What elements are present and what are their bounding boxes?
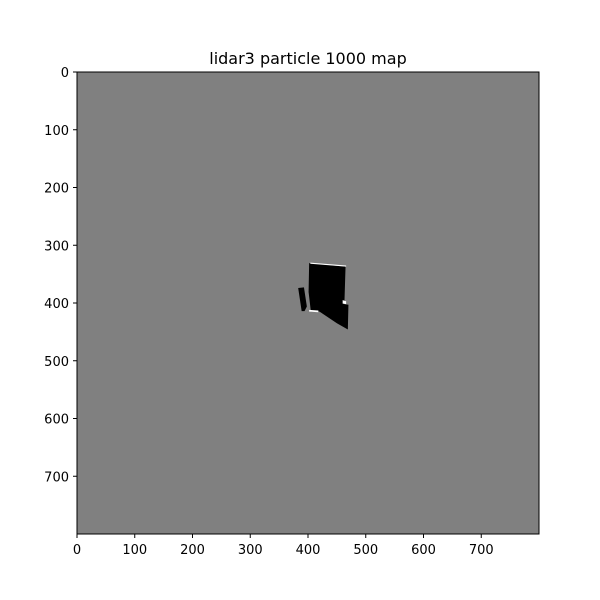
y-tick-label: 600 bbox=[44, 413, 69, 428]
occupied-block-main bbox=[308, 263, 349, 330]
y-tick-label: 400 bbox=[44, 297, 69, 312]
free-edge-bottom bbox=[309, 309, 319, 313]
x-tick-label: 100 bbox=[122, 543, 147, 558]
y-tick-label: 700 bbox=[44, 470, 69, 485]
x-tick-label: 0 bbox=[73, 543, 81, 558]
plot-area bbox=[76, 71, 540, 535]
x-tick-label: 700 bbox=[469, 543, 494, 558]
x-tick-label: 600 bbox=[411, 543, 436, 558]
y-tick-label: 500 bbox=[44, 355, 69, 370]
x-axis: 0 100 200 300 400 500 600 700 bbox=[73, 534, 494, 558]
y-tick-label: 100 bbox=[44, 124, 69, 139]
y-axis: 0 100 200 300 400 500 600 700 bbox=[44, 66, 77, 485]
occupied-block-left bbox=[298, 287, 307, 312]
y-tick-label: 0 bbox=[61, 66, 69, 81]
y-tick-label: 300 bbox=[44, 239, 69, 254]
x-tick-label: 300 bbox=[238, 543, 263, 558]
x-tick-label: 500 bbox=[353, 543, 378, 558]
map-background-unknown bbox=[77, 72, 539, 534]
chart-title: lidar3 particle 1000 map bbox=[209, 49, 406, 68]
x-tick-label: 200 bbox=[180, 543, 205, 558]
free-edge-top bbox=[310, 262, 347, 267]
x-tick-label: 400 bbox=[296, 543, 321, 558]
y-tick-label: 200 bbox=[44, 182, 69, 197]
free-edge-right bbox=[342, 300, 347, 305]
